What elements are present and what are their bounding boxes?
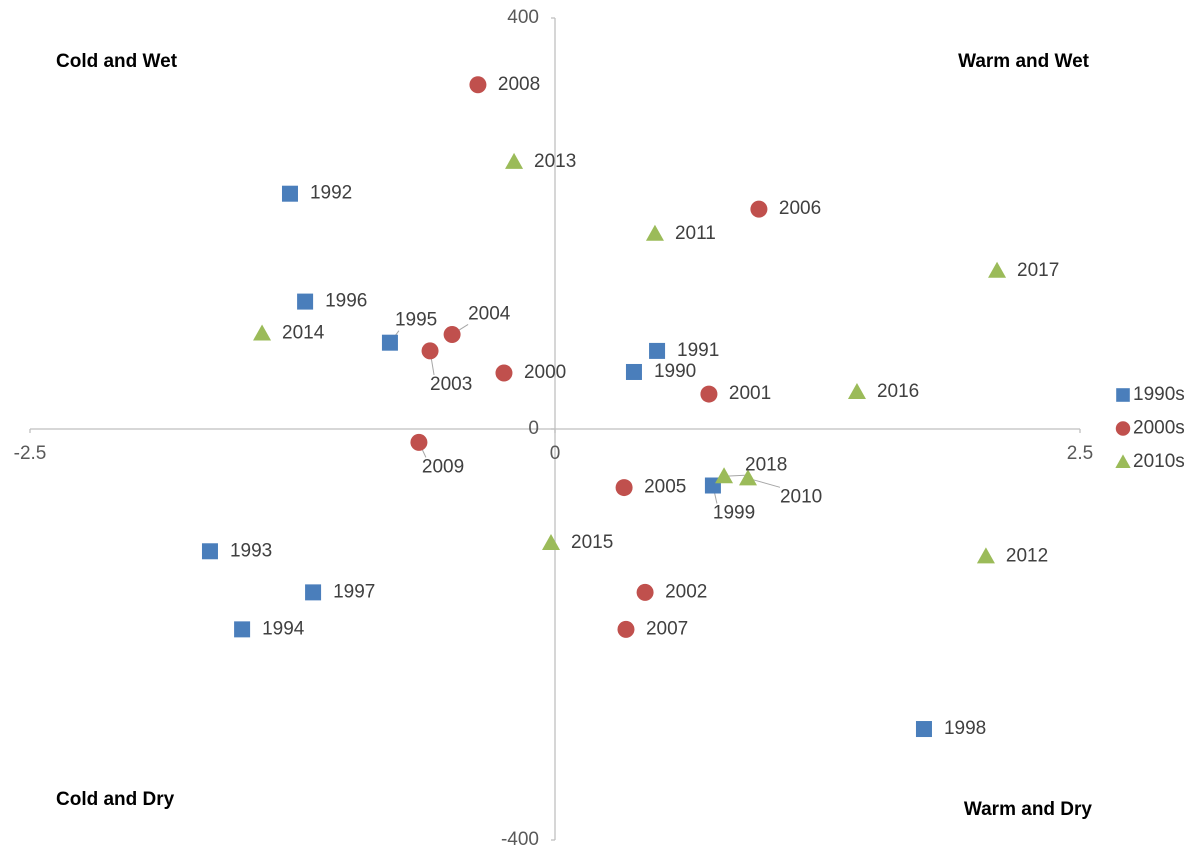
point (738, 469, 757, 486)
data-label: 2016 (877, 381, 919, 402)
data-label: 2010 (780, 486, 822, 507)
data-label: 2004 (468, 303, 511, 324)
data-label: 2005 (644, 477, 686, 498)
data-label: 1997 (333, 581, 375, 602)
data-label: 2009 (422, 456, 464, 477)
data-label: 1992 (310, 183, 352, 204)
data-label: 2006 (779, 198, 821, 219)
data-label: 2018 (745, 454, 787, 475)
point (617, 620, 635, 638)
data-label: 2011 (675, 223, 716, 244)
point (700, 385, 718, 403)
data-label: 2000 (524, 362, 566, 383)
data-label: 2017 (1017, 260, 1059, 281)
point (281, 185, 298, 202)
point (201, 543, 218, 560)
quadrant-label: Cold and Dry (56, 789, 175, 810)
data-label: 2015 (571, 532, 613, 553)
legend-label: 1990s (1133, 384, 1185, 405)
point (649, 342, 666, 359)
data-label: 2012 (1006, 545, 1048, 566)
point (469, 76, 487, 94)
point (297, 293, 314, 310)
data-label: 2002 (665, 581, 707, 602)
point (715, 467, 734, 484)
data-label: 2013 (534, 151, 576, 172)
point (253, 324, 272, 341)
x-tick-label: 0 (550, 443, 561, 464)
quadrant-label: Warm and Dry (964, 799, 1093, 820)
point (750, 200, 768, 218)
data-label: 1995 (395, 310, 437, 331)
point (410, 433, 428, 451)
data-label: 1999 (713, 503, 755, 524)
point (542, 534, 561, 551)
legend-marker (1116, 388, 1130, 402)
legend-marker (1115, 421, 1131, 436)
data-label: 2007 (646, 618, 688, 639)
y-tick-label: 0 (528, 418, 539, 439)
data-label: 1994 (262, 618, 305, 639)
point (495, 364, 513, 382)
data-label: 1990 (654, 361, 696, 382)
point (305, 584, 322, 601)
data-label: 2014 (282, 322, 325, 343)
y-tick-label: 400 (507, 7, 539, 28)
data-label: 1998 (944, 718, 986, 739)
x-tick-label: -2.5 (14, 443, 47, 464)
point (421, 342, 439, 360)
x-tick-label: 2.5 (1067, 443, 1093, 464)
legend-label: 2000s (1133, 418, 1185, 439)
point (847, 383, 866, 400)
data-label: 2003 (430, 374, 472, 395)
point (645, 224, 664, 241)
point (636, 583, 654, 601)
point (976, 547, 995, 564)
point (615, 479, 633, 497)
point (915, 721, 932, 738)
legend-marker (1115, 454, 1131, 468)
quadrant-label: Cold and Wet (56, 51, 178, 72)
point (381, 334, 398, 351)
point (505, 152, 524, 169)
data-label: 2008 (498, 74, 540, 95)
data-label: 2001 (729, 383, 771, 404)
legend-label: 2010s (1133, 451, 1185, 472)
point (625, 363, 642, 380)
point (234, 621, 251, 638)
data-label: 1991 (677, 340, 719, 361)
y-tick-label: -400 (501, 829, 539, 850)
point (988, 261, 1007, 278)
point (443, 325, 461, 343)
data-label: 1993 (230, 540, 272, 561)
quadrant-label: Warm and Wet (958, 51, 1090, 72)
data-label: 1996 (325, 291, 367, 312)
